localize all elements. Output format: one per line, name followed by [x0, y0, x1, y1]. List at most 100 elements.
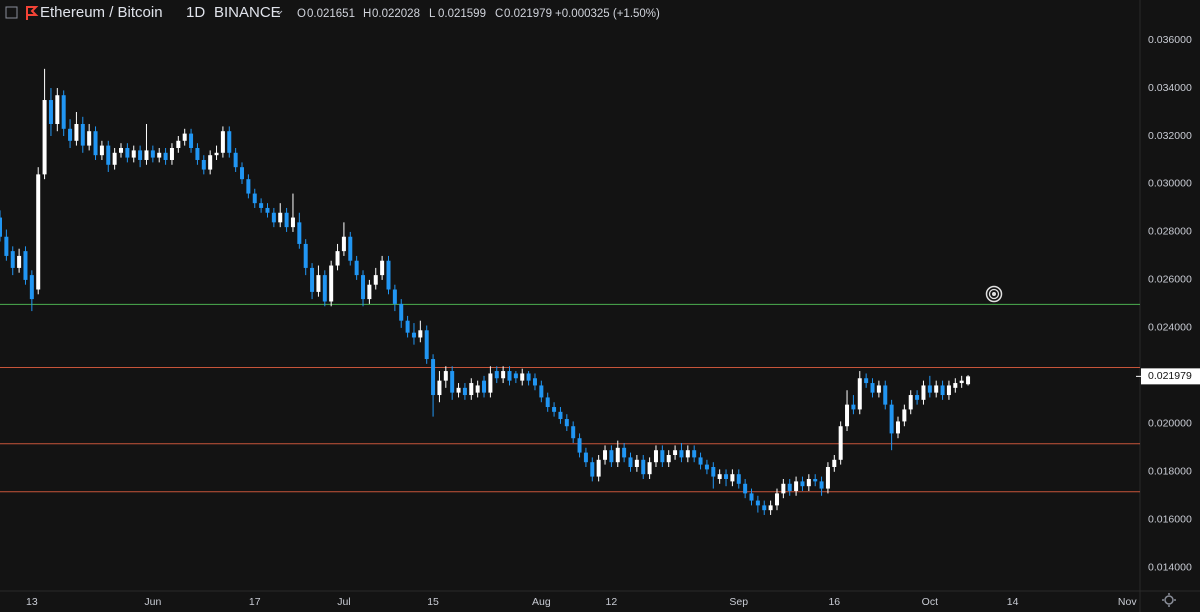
- exchange[interactable]: BINANCE: [214, 4, 281, 21]
- candle-body: [653, 450, 658, 463]
- x-tick-label: 16: [828, 596, 840, 608]
- candle-body: [303, 243, 308, 268]
- candle-body: [660, 450, 665, 463]
- expand-icon[interactable]: [5, 6, 18, 19]
- candle-body: [673, 450, 678, 456]
- x-tick-label: 17: [249, 596, 261, 608]
- candle-body: [571, 426, 576, 439]
- dropdown-icon[interactable]: [275, 10, 283, 15]
- candle-body: [0, 217, 2, 237]
- candle-body: [966, 376, 971, 385]
- candle-body: [106, 145, 111, 165]
- y-tick-label: 0.034000: [1148, 82, 1192, 94]
- candle-body: [182, 133, 187, 141]
- candle-body: [316, 275, 321, 292]
- candle-body: [310, 267, 315, 292]
- candle-body: [348, 236, 353, 261]
- interval[interactable]: 1D: [186, 4, 205, 21]
- candle-body: [825, 466, 830, 489]
- candle-body: [424, 330, 429, 360]
- candle-body: [456, 387, 461, 393]
- candle-body: [794, 481, 799, 491]
- candle-body: [265, 207, 270, 213]
- change-label: +0.000325 (+1.50%): [555, 8, 660, 20]
- candle-body: [641, 459, 646, 475]
- candle-body: [940, 385, 945, 396]
- candle-body: [806, 478, 811, 487]
- candle-body: [889, 404, 894, 434]
- ohlc-key: C: [495, 8, 503, 20]
- candle-body: [278, 212, 283, 223]
- ohlc-key: O: [297, 8, 306, 20]
- ohlc-key: H: [363, 8, 371, 20]
- candle-body: [577, 438, 582, 453]
- candle-body: [450, 371, 455, 393]
- x-tick-label: Jul: [337, 596, 350, 608]
- candle-body: [246, 179, 251, 194]
- candle-body: [552, 407, 557, 412]
- alert-icon[interactable]: [985, 285, 1003, 303]
- candle-body: [870, 383, 875, 393]
- candle-body: [762, 505, 767, 511]
- candle-body: [513, 373, 518, 379]
- x-tick-label: Nov: [1118, 596, 1137, 608]
- candle-body: [666, 455, 671, 463]
- candle-body: [233, 152, 238, 168]
- candle-body: [545, 397, 550, 408]
- candle-body: [526, 373, 531, 381]
- candle-body: [329, 265, 334, 302]
- x-tick-label: 13: [26, 596, 38, 608]
- candle-body: [532, 378, 537, 386]
- y-tick-label: 0.014000: [1148, 562, 1192, 574]
- x-tick-label: 14: [1007, 596, 1019, 608]
- candle-body: [55, 95, 60, 125]
- x-tick-label: Sep: [729, 596, 748, 608]
- candle-body: [380, 260, 385, 276]
- y-tick-label: 0.026000: [1148, 274, 1192, 286]
- price-tag-bg: [1141, 368, 1200, 385]
- candle-body: [290, 217, 295, 228]
- settings-icon[interactable]: [1162, 593, 1176, 607]
- x-tick-label: 12: [606, 596, 618, 608]
- candle-body: [501, 371, 506, 379]
- candle-body: [392, 289, 397, 304]
- candle-body: [411, 332, 416, 338]
- candle-body: [482, 380, 487, 393]
- candle-body: [730, 474, 735, 482]
- plot-area: [0, 68, 1140, 515]
- y-tick-label: 0.028000: [1148, 226, 1192, 238]
- candle-body: [399, 303, 404, 321]
- candle-body: [902, 409, 907, 422]
- candle-body: [724, 474, 729, 479]
- y-tick-label: 0.016000: [1148, 514, 1192, 526]
- candle-body: [908, 395, 913, 410]
- candle-body: [864, 378, 869, 384]
- candle-body: [131, 150, 136, 158]
- candle-body: [201, 159, 206, 170]
- symbol[interactable]: Ethereum / Bitcoin: [40, 4, 163, 21]
- candle-body: [163, 152, 168, 160]
- candle-body: [252, 193, 257, 204]
- candle-body: [704, 464, 709, 470]
- candle-body: [622, 447, 627, 458]
- candle-body: [583, 452, 588, 463]
- ohlc-value: 0.021651: [307, 8, 355, 20]
- candle-body: [692, 450, 697, 458]
- candle-body: [845, 404, 850, 427]
- y-tick-label: 0.032000: [1148, 130, 1192, 142]
- candle-body: [749, 493, 754, 501]
- candle-body: [144, 150, 149, 160]
- flag-icon[interactable]: [26, 6, 39, 20]
- candle-body: [628, 457, 633, 467]
- candle-body: [755, 500, 760, 506]
- candle-body: [883, 385, 888, 405]
- candle-body: [195, 147, 200, 160]
- candle-body: [74, 124, 79, 141]
- y-tick-label: 0.024000: [1148, 322, 1192, 334]
- candle-body: [418, 330, 423, 338]
- candle-body: [488, 373, 493, 393]
- candle-body: [539, 385, 544, 398]
- candle-body: [685, 450, 690, 458]
- candle-body: [354, 260, 359, 276]
